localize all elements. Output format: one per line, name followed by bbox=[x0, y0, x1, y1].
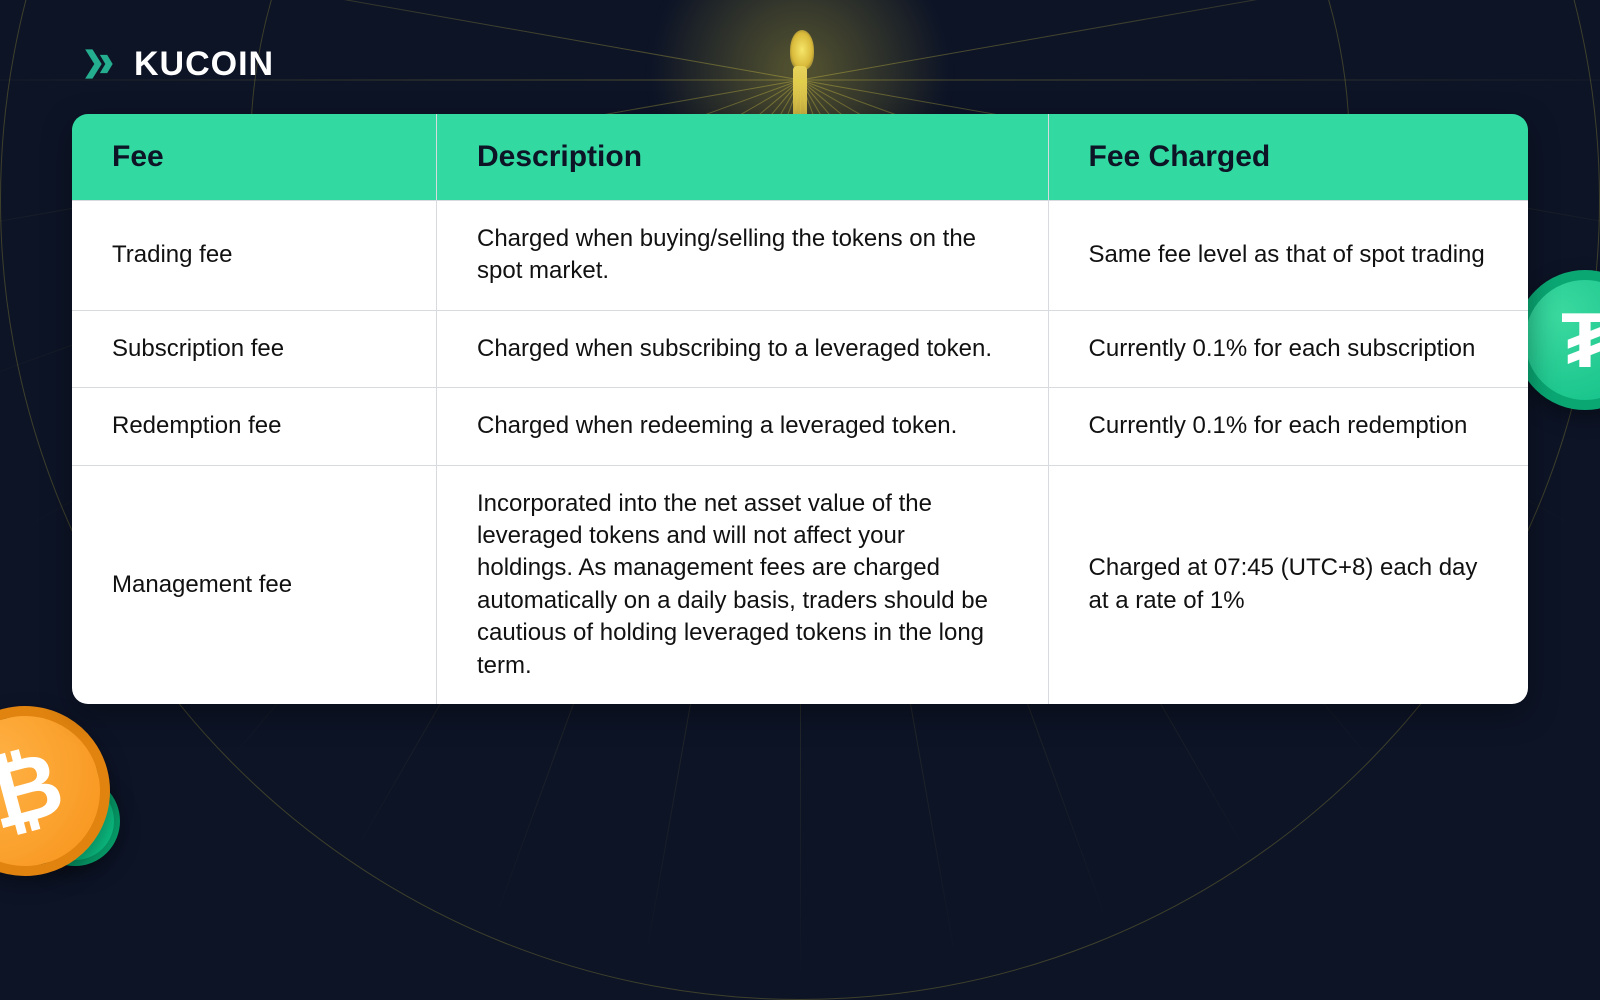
brand: KUCOIN bbox=[76, 42, 1528, 86]
column-header-fee: Fee bbox=[72, 114, 436, 200]
table-row: Management feeIncorporated into the net … bbox=[72, 465, 1528, 704]
cell-fee: Trading fee bbox=[72, 200, 436, 310]
coin-green-icon bbox=[30, 776, 120, 866]
table-row: Subscription feeCharged when subscribing… bbox=[72, 310, 1528, 387]
cell-charged: Charged at 07:45 (UTC+8) each day at a r… bbox=[1048, 465, 1528, 704]
cell-fee: Redemption fee bbox=[72, 387, 436, 464]
fee-table-header: FeeDescriptionFee Charged bbox=[72, 114, 1528, 200]
cell-description: Charged when buying/selling the tokens o… bbox=[436, 200, 1048, 310]
cell-charged: Currently 0.1% for each subscription bbox=[1048, 310, 1528, 387]
fee-table: FeeDescriptionFee Charged Trading feeCha… bbox=[72, 114, 1528, 704]
cell-fee: Management fee bbox=[72, 465, 436, 704]
column-header-description: Description bbox=[436, 114, 1048, 200]
cell-description: Charged when redeeming a leveraged token… bbox=[436, 387, 1048, 464]
brand-name: KUCOIN bbox=[134, 45, 274, 84]
content-wrapper: KUCOIN FeeDescriptionFee Charged Trading… bbox=[0, 0, 1600, 744]
table-row: Redemption feeCharged when redeeming a l… bbox=[72, 387, 1528, 464]
fee-table-body: Trading feeCharged when buying/selling t… bbox=[72, 200, 1528, 704]
cell-description: Charged when subscribing to a leveraged … bbox=[436, 310, 1048, 387]
cell-fee: Subscription fee bbox=[72, 310, 436, 387]
cell-description: Incorporated into the net asset value of… bbox=[436, 465, 1048, 704]
brand-logo-icon bbox=[76, 42, 120, 86]
table-row: Trading feeCharged when buying/selling t… bbox=[72, 200, 1528, 310]
column-header-charged: Fee Charged bbox=[1048, 114, 1528, 200]
cell-charged: Same fee level as that of spot trading bbox=[1048, 200, 1528, 310]
cell-charged: Currently 0.1% for each redemption bbox=[1048, 387, 1528, 464]
